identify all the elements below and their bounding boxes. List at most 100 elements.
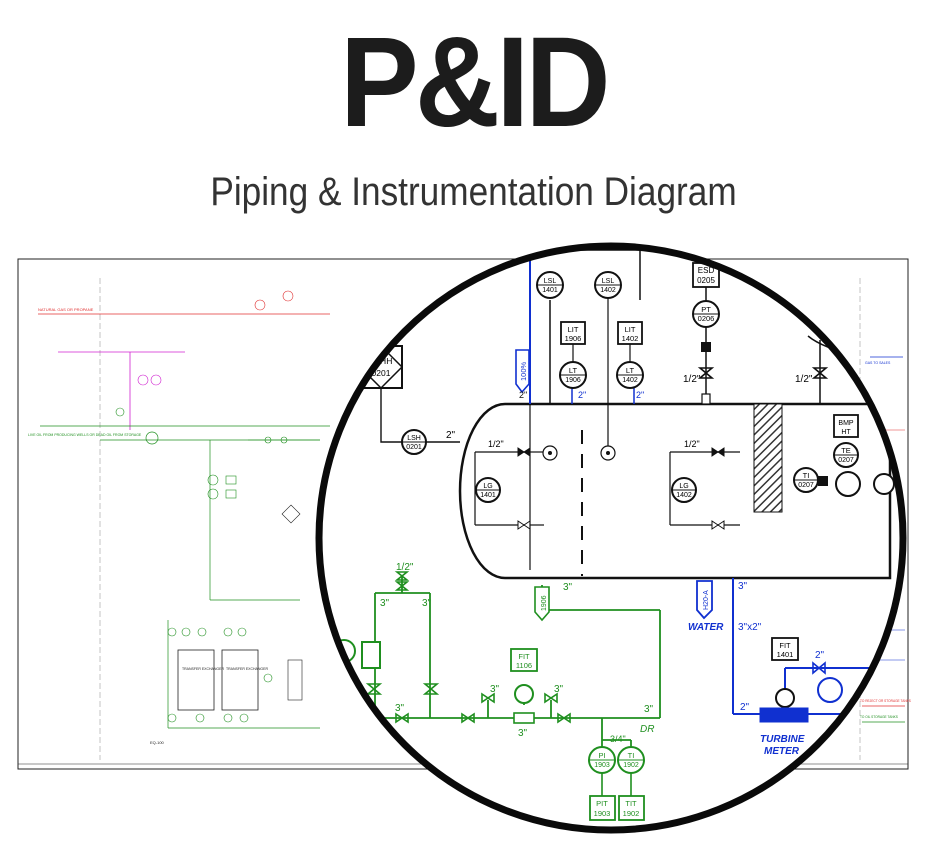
bmp-ht: BMP HT: [833, 414, 859, 438]
green-size: 3": [395, 703, 405, 714]
svg-text:1402: 1402: [622, 377, 638, 384]
green-size: 3/4": [610, 734, 626, 744]
pt-valve-size: 1/2": [683, 374, 701, 385]
turbine-label: TURBINE: [760, 734, 805, 745]
green-size: 3": [554, 684, 564, 695]
green-size: 3": [518, 728, 528, 739]
exchanger-2-label: TRANSFER EXCHANGER: [226, 667, 268, 671]
svg-text:HT: HT: [841, 429, 851, 436]
drawing-id: EQ-100: [150, 740, 165, 745]
svg-text:LG: LG: [483, 483, 492, 490]
te-0207: TE 0207: [833, 442, 859, 468]
flow-meter: [513, 712, 535, 724]
svg-text:LSL: LSL: [544, 278, 557, 285]
weir-plate: [753, 403, 783, 513]
turbine-sensor: [775, 688, 795, 708]
svg-text:0201: 0201: [406, 444, 422, 451]
svg-text:1106: 1106: [516, 661, 532, 670]
ti-gauge-2: [835, 471, 861, 497]
svg-text:LIT: LIT: [568, 325, 579, 334]
size-label: 2": [519, 390, 527, 400]
green-valve-icon: [394, 581, 410, 591]
green-valve-icon: [461, 712, 475, 724]
lens-rim: [315, 242, 907, 834]
svg-text:FIT: FIT: [779, 641, 791, 650]
pi-1903: PI 1903: [588, 746, 616, 774]
gate-valve-icon: [697, 367, 715, 379]
lit-1402: LIT 1402: [617, 321, 643, 345]
lsl-1401: LSL 1401: [536, 271, 564, 299]
lg-1402: LG 1402: [671, 477, 697, 503]
svg-text:PT: PT: [701, 305, 711, 314]
svg-text:LIT: LIT: [625, 325, 636, 334]
reducer-size: 3"x2": [738, 622, 762, 633]
svg-text:TI: TI: [628, 751, 635, 760]
green-flag: [534, 586, 550, 622]
svg-text:LT: LT: [569, 366, 578, 375]
green-valve-icon: [394, 571, 410, 581]
green-valve-icon: [481, 692, 495, 704]
svg-text:1402: 1402: [676, 492, 692, 499]
svg-text:1903: 1903: [594, 762, 610, 769]
natural-gas-label: NATURAL GAS OR PROPANE: [38, 307, 94, 312]
lsh-0201: LSH 0201: [401, 429, 427, 455]
green-valve-icon: [544, 692, 558, 704]
svg-text:TI: TI: [803, 471, 810, 480]
svg-text:1401: 1401: [480, 492, 496, 499]
water-label: WATER: [688, 622, 724, 633]
lg2-size: 1/2": [684, 439, 700, 449]
green-size: 3": [490, 684, 500, 695]
green-valve-icon: [395, 712, 409, 724]
oil-storage-label: TO OIL STORAGE TANKS: [860, 715, 898, 719]
reject-label: TO REJECT OR STORAGE TANKS: [860, 699, 911, 703]
svg-text:TE: TE: [841, 446, 851, 455]
turbine-meter-body: [759, 707, 809, 723]
blue-flag-label: 100%: [519, 361, 528, 381]
meter-label: METER: [764, 746, 800, 757]
svg-text:TIT: TIT: [625, 799, 637, 808]
green-size: 3": [644, 704, 654, 715]
pt-0206: PT 0206: [692, 300, 720, 328]
page-subtitle: Piping & Instrumentation Diagram: [210, 170, 737, 214]
green-control-valve: [361, 641, 381, 669]
magnifier-lens: LSL 1401 LSL 1402 ESD 0205 PT 0206: [315, 242, 907, 834]
lit-1906: LIT 1906: [560, 321, 586, 345]
lt-1906: LT 1906: [559, 361, 587, 389]
green-size: 3": [422, 598, 432, 609]
page-title: P&ID: [340, 11, 610, 154]
svg-text:1401: 1401: [542, 287, 558, 294]
blue-valve-icon: [812, 661, 826, 675]
svg-text:0206: 0206: [698, 314, 715, 323]
green-flag-label: 1906: [541, 595, 548, 611]
water-flag-label: H20-A: [703, 590, 710, 610]
svg-text:1402: 1402: [600, 287, 616, 294]
separator-vessel: [458, 402, 892, 580]
pit-1903: PIT 1903: [589, 795, 616, 821]
lt-1402: LT 1402: [616, 361, 644, 389]
svg-text:BMP: BMP: [838, 420, 854, 427]
svg-text:PI: PI: [598, 751, 605, 760]
svg-text:0201: 0201: [372, 368, 391, 378]
svg-text:1902: 1902: [623, 809, 640, 818]
ti-0207: TI 0207: [793, 467, 819, 493]
svg-text:1906: 1906: [565, 334, 582, 343]
gas-to-sales-label: GAS TO SALES: [865, 361, 891, 365]
green-valve-icon: [557, 712, 571, 724]
flow-element: [514, 684, 534, 704]
gate-valve-icon: [811, 367, 829, 379]
drain-label: DR: [640, 724, 654, 735]
green-size: 3": [563, 582, 573, 593]
lsl-1402: LSL 1402: [594, 271, 622, 299]
lg1-size: 1/2": [488, 439, 504, 449]
water-flag: [696, 580, 713, 620]
svg-text:FIT: FIT: [518, 652, 530, 661]
green-valve-icon: [422, 683, 440, 695]
svg-text:1903: 1903: [594, 809, 611, 818]
svg-text:0207: 0207: [838, 457, 854, 464]
svg-text:0207: 0207: [798, 482, 814, 489]
lsh-size: 2": [446, 430, 456, 441]
svg-text:1906: 1906: [565, 377, 581, 384]
svg-text:ESD: ESD: [698, 266, 715, 275]
svg-text:1902: 1902: [623, 762, 639, 769]
